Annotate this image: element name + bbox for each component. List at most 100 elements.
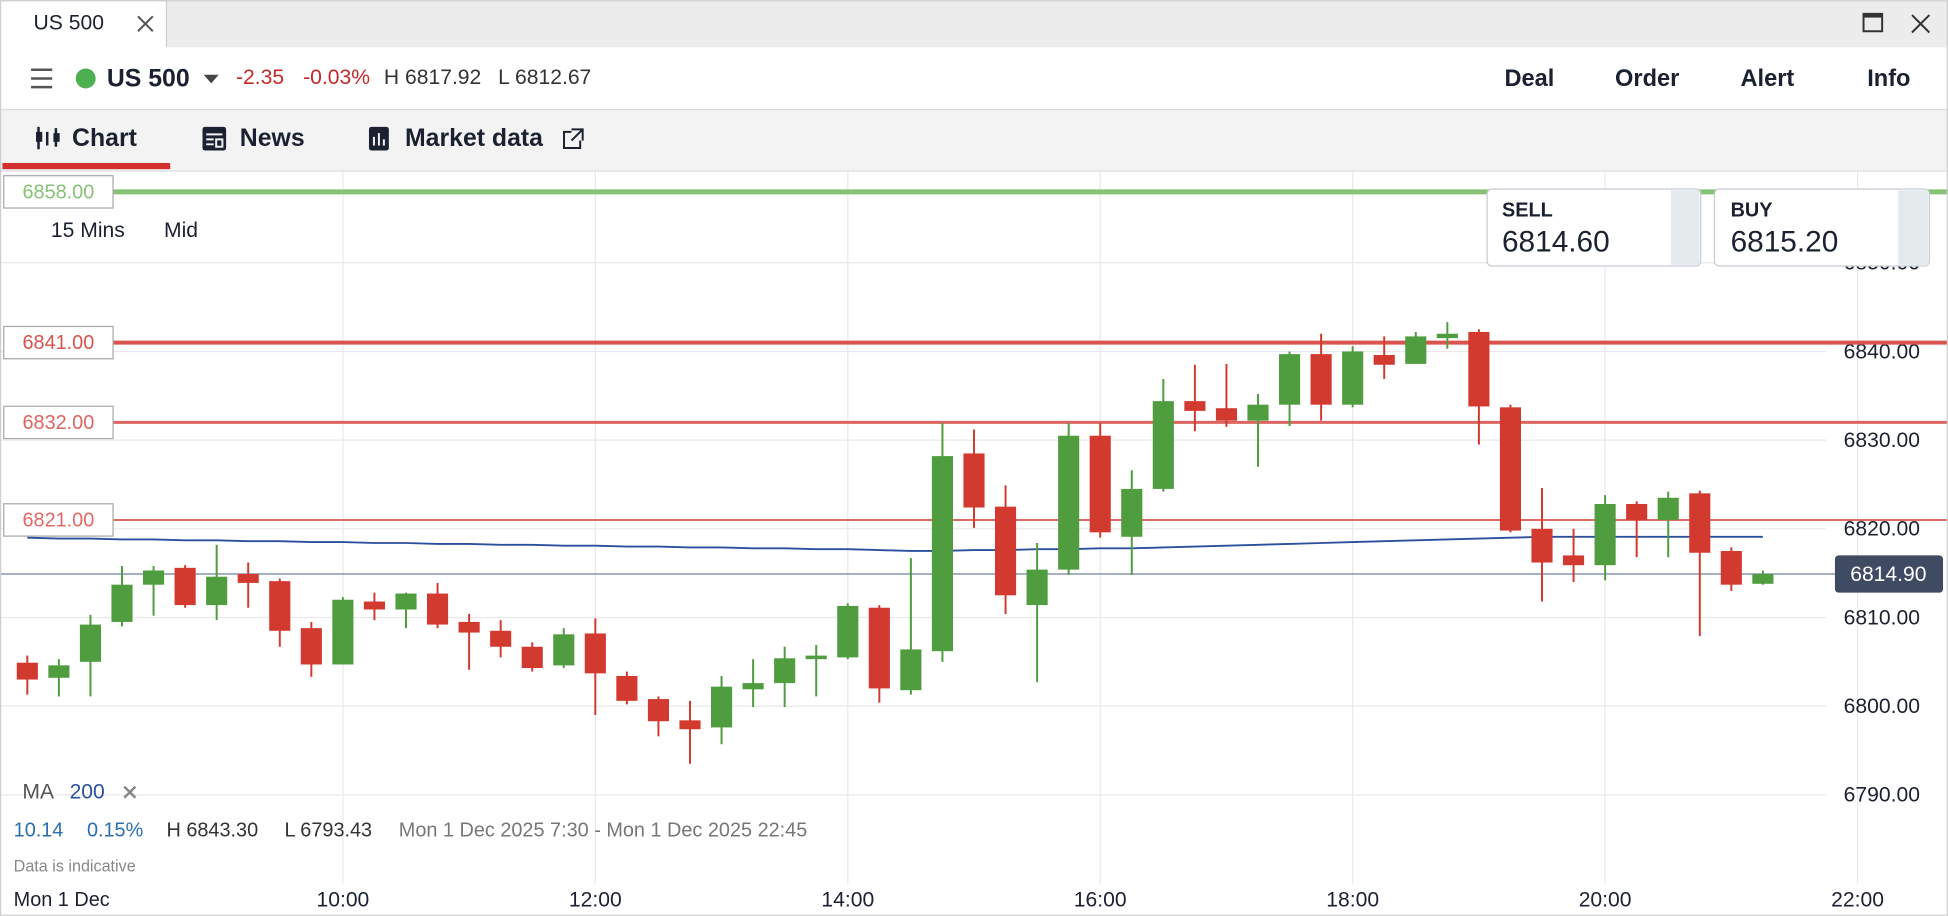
candle-body — [1184, 401, 1206, 411]
instrument-dropdown[interactable] — [203, 74, 219, 84]
candle-body — [174, 567, 196, 606]
tab-bar — [0, 0, 1948, 48]
y-tick-label: 6840.00 — [1844, 340, 1920, 363]
active-tab-indicator — [2, 162, 171, 170]
sell-box[interactable]: SELL 6814.60 — [1486, 188, 1702, 267]
stat-low: L 6793.43 — [284, 820, 372, 842]
buy-price: 6815.20 — [1731, 226, 1839, 259]
candle-body — [584, 633, 606, 674]
candle-body — [1121, 488, 1143, 537]
interval[interactable]: 15 Mins — [51, 219, 125, 242]
candle-body — [142, 570, 165, 585]
sell-label: SELL — [1502, 200, 1553, 222]
candle-body — [553, 634, 575, 666]
candle-body — [647, 699, 670, 722]
tab[interactable] — [0, 0, 168, 50]
candle-body — [1657, 497, 1679, 520]
candle-body — [1752, 574, 1774, 584]
menu-button[interactable] — [31, 68, 53, 89]
candle-body — [679, 720, 701, 730]
nav-tab[interactable]: Market data — [405, 125, 543, 152]
candle-body — [1215, 408, 1238, 421]
candle-body — [1089, 435, 1111, 533]
x-tick-label: 20:00 — [1579, 888, 1632, 911]
y-tick-label: 6820.00 — [1844, 518, 1920, 541]
candle-body — [1594, 503, 1616, 566]
close-button[interactable] — [1911, 14, 1931, 34]
candle-body — [1405, 336, 1427, 364]
candle-body — [363, 601, 386, 610]
candle-body — [269, 581, 291, 631]
candle-body — [710, 686, 733, 728]
indicator-name: MA — [22, 780, 55, 803]
header — [0, 47, 1948, 110]
date-label: Mon 1 Dec — [14, 889, 110, 911]
buy-button[interactable] — [1713, 188, 1930, 267]
indicator-remove[interactable] — [123, 785, 137, 799]
candle-body — [458, 621, 480, 633]
stat-change-pct: 0.15% — [87, 820, 143, 842]
external-link-icon[interactable] — [563, 128, 584, 150]
y-tick-label: 6830.00 — [1844, 429, 1920, 452]
price-level-label: 6821.00 — [22, 509, 94, 531]
candle-body — [900, 649, 922, 691]
change-pct: -0.03% — [303, 66, 370, 89]
tab-title: US 500 — [34, 11, 104, 34]
candle-body — [1626, 503, 1648, 520]
price-level-label: 6841.00 — [22, 332, 94, 354]
candle-body — [48, 665, 70, 678]
maximize-bar — [1863, 13, 1883, 18]
x-tick-label: 10:00 — [316, 888, 369, 911]
candle-body — [931, 456, 954, 652]
price-level-label: 6832.00 — [22, 412, 94, 434]
current-price-label: 6814.90 — [1850, 563, 1926, 586]
buy-box[interactable]: BUY 6815.20 — [1713, 188, 1930, 267]
candle-body — [490, 630, 512, 647]
moving-average — [27, 535, 1763, 552]
stat-high: H 6843.30 — [166, 820, 258, 842]
nav-tab[interactable]: Chart — [72, 125, 137, 152]
candle-body — [521, 646, 543, 669]
action[interactable]: Info — [1867, 66, 1910, 92]
nav-tab[interactable]: News — [240, 125, 305, 152]
candle-body — [1468, 331, 1490, 407]
y-tick-label: 6810.00 — [1844, 606, 1920, 629]
chart-icon-body — [53, 133, 60, 142]
candle-body — [1342, 351, 1364, 405]
nav-bar — [0, 109, 1948, 172]
action[interactable]: Deal — [1504, 66, 1554, 92]
current-price-tag — [1834, 555, 1944, 593]
tab-close[interactable] — [137, 15, 154, 32]
sell-button[interactable] — [1486, 188, 1702, 267]
stat-range: Mon 1 Dec 2025 7:30 - Mon 1 Dec 2025 22:… — [399, 820, 808, 842]
candle-body — [1689, 493, 1711, 553]
y-tick-label: 6790.00 — [1844, 784, 1920, 807]
sell-spread — [1670, 190, 1700, 265]
instrument-name[interactable]: US 500 — [107, 65, 190, 92]
price-level-tag — [3, 175, 114, 209]
action[interactable]: Order — [1615, 66, 1679, 92]
market-data-icon-lines — [372, 133, 385, 146]
action[interactable]: Alert — [1741, 66, 1795, 92]
candle-body — [963, 453, 985, 508]
candle-body — [1720, 550, 1742, 585]
x-tick-label: 16:00 — [1074, 888, 1127, 911]
candle-body — [1278, 354, 1301, 405]
x-tick-label: 22:00 — [1831, 888, 1884, 911]
candle-body — [1436, 333, 1458, 339]
price-level-label: 6858.00 — [22, 181, 94, 203]
candle-body — [1373, 355, 1395, 365]
x-tick-label: 14:00 — [821, 888, 874, 911]
candle-body — [332, 599, 354, 665]
candle-body — [1310, 354, 1332, 405]
candle-body — [616, 676, 638, 701]
candle-body — [742, 683, 764, 690]
price-mode[interactable]: Mid — [164, 219, 198, 242]
y-tick-label: 6800.00 — [1844, 695, 1920, 718]
candle-body — [837, 605, 859, 658]
candle-body — [1247, 404, 1269, 421]
candle-body — [16, 662, 38, 680]
candle-body — [111, 584, 133, 622]
